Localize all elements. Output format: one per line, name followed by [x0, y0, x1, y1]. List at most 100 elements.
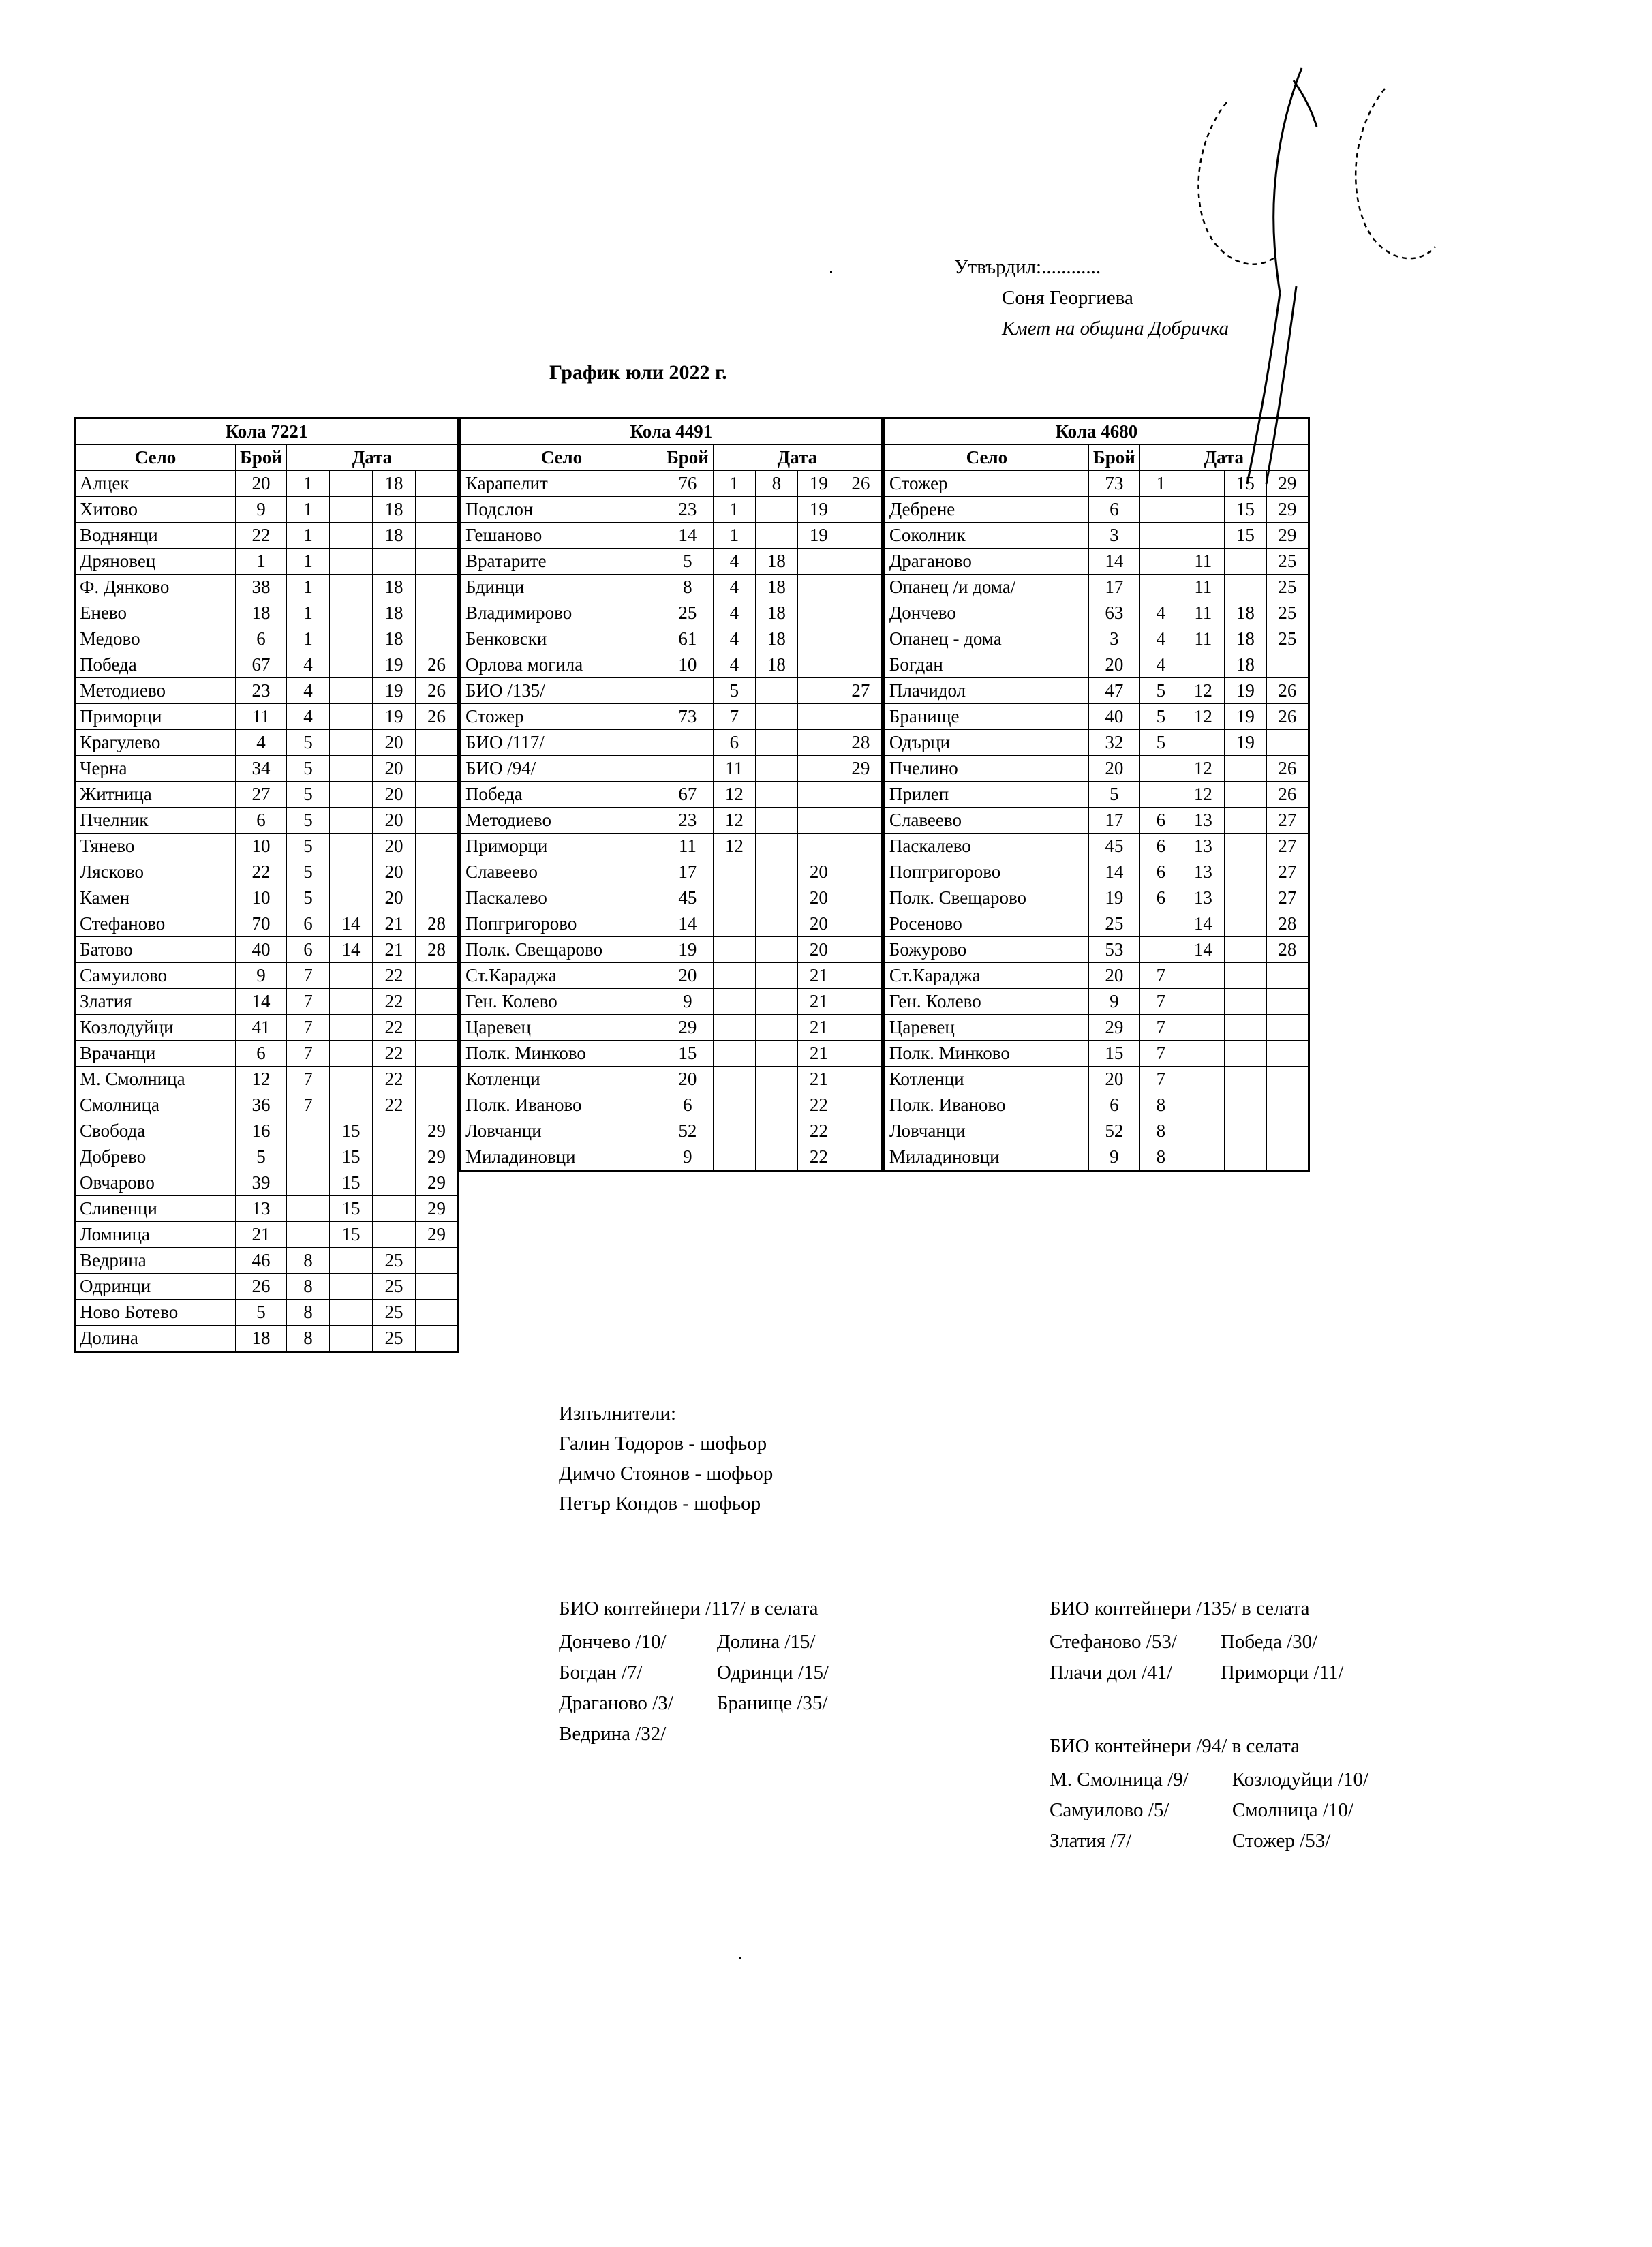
- cell-village: Бранище: [883, 703, 1089, 730]
- cell-date: [797, 781, 840, 808]
- table-row: Приморци 11 12: [459, 833, 883, 859]
- cell-date: 19: [371, 652, 416, 678]
- cell-count: 39: [235, 1170, 287, 1196]
- cell-village: Сливенци: [74, 1195, 236, 1222]
- cell-count: 70: [235, 911, 287, 937]
- cell-date: 7: [1139, 1066, 1182, 1092]
- cell-date: [414, 859, 459, 885]
- cell-date: 21: [797, 962, 840, 989]
- cell-date: 15: [1223, 496, 1267, 523]
- col-header-village: Село: [74, 444, 236, 471]
- table-row: Ловчанци 52 22: [459, 1118, 883, 1144]
- table-row: Ловчанци 52 8: [883, 1118, 1309, 1144]
- cell-date: [1223, 755, 1267, 782]
- table-row: Карапелит 76 1 8 19 26: [459, 470, 883, 497]
- cell-date: [754, 1092, 798, 1118]
- cell-village: Победа: [74, 652, 236, 678]
- cell-date: [328, 729, 373, 756]
- cell-date: 14: [1181, 936, 1225, 963]
- bio-note-row: Плачи дол /41/Приморци /11/: [1050, 1657, 1425, 1688]
- cell-village: Соколник: [883, 522, 1089, 549]
- cell-village: Златия: [74, 988, 236, 1015]
- schedule-table-kola-4491: Кола 4491 Село Брой Дата Карапелит 76 1 8 19…: [459, 417, 883, 1172]
- cell-date: [1266, 1066, 1309, 1092]
- cell-date: [712, 1066, 756, 1092]
- table-row: Сливенци 13 15 29: [74, 1195, 459, 1222]
- bio-note-entry: Самуилово /5/: [1050, 1799, 1169, 1821]
- cell-date: [839, 1092, 883, 1118]
- cell-date: [839, 962, 883, 989]
- cell-count: 14: [661, 522, 714, 549]
- cell-village: Одринци: [74, 1273, 236, 1300]
- table-row: Дебрене 6 15 29: [883, 496, 1309, 523]
- cell-count: 5: [1088, 781, 1140, 808]
- cell-count: 20: [1088, 962, 1140, 989]
- cell-date: [754, 781, 798, 808]
- table-row: Полк. Минково 15 21: [459, 1040, 883, 1067]
- table-row: Победа 67 12: [459, 781, 883, 808]
- cell-date: [797, 833, 840, 859]
- cell-date: 12: [1181, 781, 1225, 808]
- cell-count: 6: [235, 1040, 287, 1067]
- cell-count: 4: [235, 729, 287, 756]
- cell-date: 8: [1139, 1092, 1182, 1118]
- cell-date: 11: [1181, 548, 1225, 575]
- cell-village: Пчелник: [74, 807, 236, 834]
- cell-date: [328, 652, 373, 678]
- table-row: Богдан 20 4 18: [883, 652, 1309, 678]
- table-row: Славеево 17 20: [459, 859, 883, 885]
- cell-date: [1181, 496, 1225, 523]
- cell-count: 18: [235, 1325, 287, 1352]
- table-row: Гешаново 14 1 19: [459, 522, 883, 549]
- cell-date: 6: [1139, 885, 1182, 911]
- cell-date: [797, 807, 840, 834]
- cell-date: 5: [1139, 703, 1182, 730]
- cell-date: [414, 988, 459, 1015]
- cell-date: 11: [1181, 600, 1225, 626]
- cell-count: 6: [235, 626, 287, 652]
- cell-date: [414, 496, 459, 523]
- cell-date: [839, 807, 883, 834]
- cell-village: Полк. Минково: [459, 1040, 662, 1067]
- table-row: Златия 14 7 22: [74, 988, 459, 1015]
- cell-date: 27: [1266, 807, 1309, 834]
- cell-date: 5: [286, 807, 330, 834]
- cell-village: Паскалево: [883, 833, 1089, 859]
- page-title: График юли 2022 г.: [549, 361, 727, 384]
- scan-speck: [830, 271, 832, 273]
- cell-date: 21: [797, 1066, 840, 1092]
- cell-date: [414, 626, 459, 652]
- cell-village: Лясково: [74, 859, 236, 885]
- cell-date: 7: [1139, 988, 1182, 1015]
- cell-village: Енево: [74, 600, 236, 626]
- cell-date: [1181, 1144, 1225, 1171]
- table-row: Бранище 40 5 12 19 26: [883, 703, 1309, 730]
- cell-count: 23: [235, 677, 287, 704]
- cell-date: [328, 470, 373, 497]
- cell-village: Медово: [74, 626, 236, 652]
- cell-date: [328, 1247, 373, 1274]
- cell-date: 28: [839, 729, 883, 756]
- table-title: Кола 4491: [459, 417, 883, 445]
- col-header-count: Брой: [1088, 444, 1140, 471]
- cell-village: Ведрина: [74, 1247, 236, 1274]
- cell-date: [328, 859, 373, 885]
- cell-date: 25: [1266, 626, 1309, 652]
- cell-date: [1181, 1040, 1225, 1067]
- table-row: Крагулево 4 5 20: [74, 729, 459, 756]
- cell-village: Миладиновци: [459, 1144, 662, 1171]
- cell-date: [328, 1040, 373, 1067]
- cell-date: [328, 781, 373, 808]
- cell-count: 45: [661, 885, 714, 911]
- cell-village: Ловчанци: [883, 1118, 1089, 1144]
- cell-date: [414, 1247, 459, 1274]
- table-row: Победа 67 4 19 26: [74, 652, 459, 678]
- cell-count: 3: [1088, 522, 1140, 549]
- cell-date: [754, 911, 798, 937]
- cell-date: 18: [1223, 600, 1267, 626]
- cell-village: Добрево: [74, 1144, 236, 1170]
- cell-date: 15: [1223, 470, 1267, 497]
- executor-item: Димчо Стоянов - шофьор: [559, 1463, 774, 1485]
- cell-date: 29: [414, 1195, 459, 1222]
- cell-date: 6: [1139, 859, 1182, 885]
